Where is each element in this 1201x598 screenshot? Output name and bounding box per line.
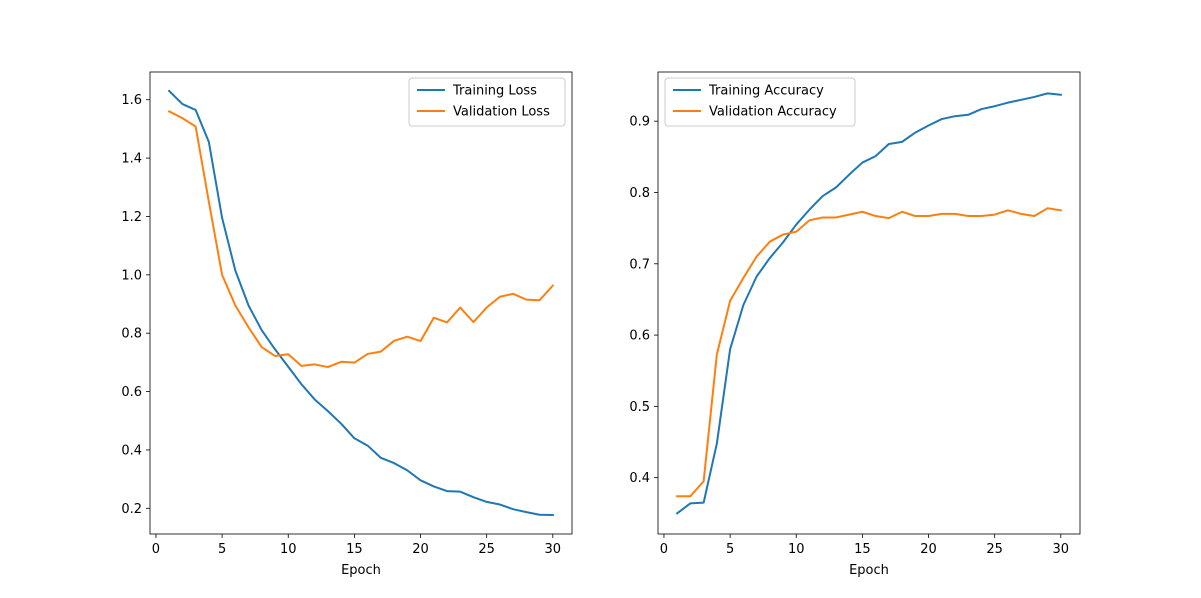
y-tick-label: 0.8 (121, 327, 142, 342)
legend: Training Loss Validation Loss (408, 77, 566, 127)
x-tick-label: 0 (660, 542, 668, 557)
y-tick-label: 0.2 (121, 502, 142, 517)
x-tick-label: 25 (478, 542, 495, 557)
legend-label: Training Accuracy (708, 84, 824, 99)
y-tick-label: 1.6 (121, 93, 142, 108)
x-tick-label: 20 (920, 542, 937, 557)
legend-box (664, 77, 856, 127)
legend-label: Validation Accuracy (709, 105, 837, 120)
accuracy-chart: 0 5 10 15 20 25 30 0.4 0.5 0.6 0.7 0.8 0.9 Epoch Train… (629, 71, 1081, 578)
legend-label: Validation Loss (453, 105, 550, 120)
legend: Training Accuracy Validation Accuracy (664, 77, 856, 127)
y-tick-label: 1.0 (121, 268, 142, 283)
x-tick-label: 5 (218, 542, 226, 557)
x-tick-label: 15 (854, 542, 871, 557)
y-tick-label: 1.2 (121, 210, 142, 225)
x-tick-label: 15 (346, 542, 363, 557)
legend-box (408, 77, 566, 127)
x-tick-label: 0 (152, 542, 160, 557)
x-axis-label: Epoch (849, 563, 889, 578)
series-line-training-loss (167, 89, 554, 517)
series-line-training-accuracy (675, 92, 1062, 515)
plot-frame (657, 71, 1081, 535)
y-tick-label: 0.6 (121, 385, 142, 400)
plot-frame (149, 71, 573, 535)
x-tick-label: 30 (1053, 542, 1070, 557)
series-line-validation-accuracy (676, 207, 1062, 498)
y-tick-label: 0.8 (629, 186, 650, 201)
y-tick-label: 0.4 (121, 443, 142, 458)
loss-chart: 0 5 10 15 20 25 30 0.2 0.4 0.6 0.8 1.0 1.2 1.4 1.6 Epoc… (121, 71, 573, 578)
y-tick-label: 0.6 (629, 329, 650, 344)
y-tick-label: 0.4 (629, 471, 650, 486)
x-tick-label: 10 (280, 542, 297, 557)
x-tick-label: 25 (986, 542, 1003, 557)
y-tick-label: 0.5 (629, 400, 650, 415)
y-tick-label: 1.4 (121, 152, 142, 167)
legend-label: Training Loss (452, 84, 537, 99)
x-axis-label: Epoch (341, 563, 381, 578)
x-tick-label: 5 (726, 542, 734, 557)
x-tick-label: 30 (545, 542, 562, 557)
y-tick-label: 0.9 (629, 115, 650, 130)
y-tick-label: 0.7 (629, 257, 650, 272)
series-line-validation-loss (167, 110, 555, 369)
x-tick-label: 10 (788, 542, 805, 557)
x-tick-label: 20 (412, 542, 429, 557)
